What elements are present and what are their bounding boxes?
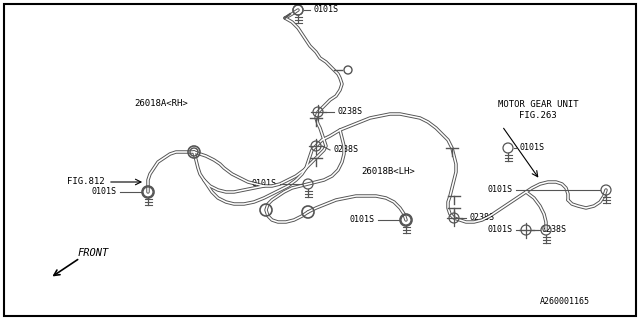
Text: 0101S: 0101S (488, 186, 513, 195)
Text: 26018B<LH>: 26018B<LH> (361, 167, 415, 177)
Text: 0238S: 0238S (469, 213, 494, 222)
Text: FRONT: FRONT (78, 248, 109, 258)
Text: 0101S: 0101S (92, 188, 117, 196)
Text: A260001165: A260001165 (540, 297, 590, 306)
Text: 0238S: 0238S (541, 226, 566, 235)
Text: 0101S: 0101S (313, 5, 338, 14)
Text: 0101S: 0101S (488, 226, 513, 235)
Text: 0238S: 0238S (337, 108, 362, 116)
Text: 0101S: 0101S (252, 180, 277, 188)
Text: FIG.812: FIG.812 (67, 178, 105, 187)
Text: 26018A<RH>: 26018A<RH> (134, 99, 188, 108)
Text: MOTOR GEAR UNIT
FIG.263: MOTOR GEAR UNIT FIG.263 (498, 100, 579, 120)
Text: 0101S: 0101S (519, 143, 544, 153)
Text: 0101S: 0101S (350, 215, 375, 225)
Text: 0238S: 0238S (333, 146, 358, 155)
